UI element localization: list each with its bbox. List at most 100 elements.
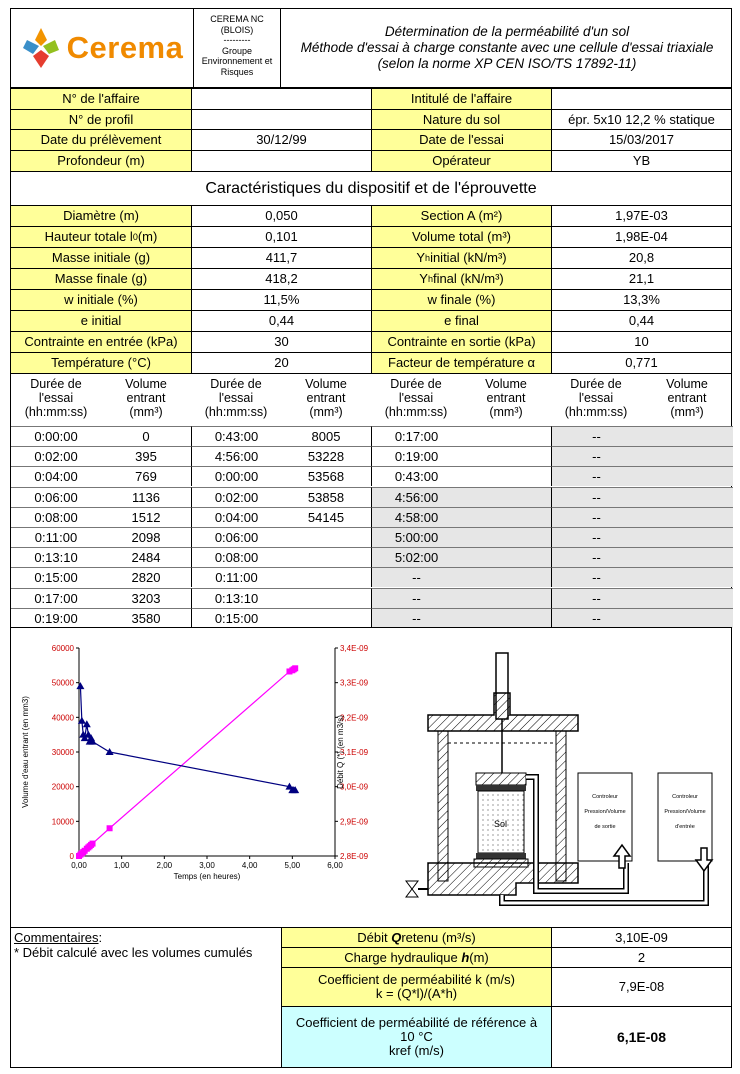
base [427,862,579,896]
table-cell [281,607,371,628]
coef-value: 7,9E-08 [551,967,732,1007]
table-cell [461,607,551,628]
ctrl-sortie-l2: Pression/Volume [584,809,625,815]
w-finale-label: w finale (%) [371,289,552,311]
volume-value: 1,98E-04 [551,226,732,248]
title-line1: Détermination de la perméabilité d'un so… [384,24,630,39]
data-point-debit [76,682,85,690]
col-header-duree: Durée de l'essai (hh:mm:ss) [384,377,448,419]
masse-finale-value: 418,2 [191,268,372,290]
debit-value: 3,10E-09 [551,927,732,948]
table-cell: 53568 [281,466,371,486]
table-cell: 0:08:00 [11,506,101,527]
col-header-volume: Volume entrant (mm³) [666,377,708,419]
temperature-label: Température (°C) [10,352,192,374]
y2-tick-label: 3,3E-09 [340,679,369,688]
ctrl-sortie-l1: Controleur [592,794,618,800]
y-tick-label: 50000 [52,679,75,688]
table-cell: 2820 [101,567,191,587]
date-essai-label: Date de l'essai [371,129,552,151]
intitule-value [551,88,732,110]
org-line2: (BLOIS) [220,24,254,35]
table-cell [641,587,733,608]
table-cell [281,587,371,608]
table-cell: -- [551,547,641,568]
measurement-table: Durée de l'essai (hh:mm:ss) Volume entran… [10,373,733,628]
table-cell: 0:15:00 [11,567,101,587]
x-tick-label: 0,00 [71,861,87,870]
table-cell: 4:56:00 [371,486,461,507]
y-tick-label: 20000 [52,783,75,792]
e-initial-value: 0,44 [191,310,372,332]
table-cell: 5:00:00 [371,527,461,547]
x-tick-label: 2,00 [157,861,173,870]
date-essai-value: 15/03/2017 [551,129,732,151]
diametre-value: 0,050 [191,205,372,227]
y2-tick-label: 3,0E-09 [340,783,369,792]
table-cell: 0:04:00 [191,506,281,527]
y2-tick-label: 3,4E-09 [340,644,369,653]
header: Cerema CEREMA NC (BLOIS) --------- Group… [10,8,732,88]
volume-debit-chart: 0 10000 20000 30000 40000 50000 60000 2,8E-09 2,… [21,644,369,881]
table-cell [281,547,371,567]
table-cell: -- [371,587,461,608]
logo-text: Cerema [66,30,184,65]
date-prelevement-value: 30/12/99 [191,129,372,151]
hauteur-value: 0,101 [191,226,372,248]
arrow-down-icon [694,847,714,873]
table-cell [641,486,733,507]
table-cell [461,587,551,608]
debit-label: Débit Q retenu (m³/s) [281,927,552,948]
table-cell: 0:17:00 [371,426,461,446]
table-cell [641,446,733,467]
table-cell: 395 [101,446,191,466]
top-platen [475,772,527,786]
y-tick-label: 10000 [52,817,75,826]
table-cell [641,506,733,527]
col-header-volume: Volume entrant (mm³) [305,377,347,419]
soil-sample [477,790,525,854]
table-cell [641,607,733,628]
table-cell: 54145 [281,506,371,527]
table-cell: 0:04:00 [11,466,101,486]
facteur-temperature-label: Facteur de température α [371,352,552,374]
table-cell: -- [371,567,461,588]
org-line4: Environnement et [201,56,273,66]
kref-value: 6,1E-08 [551,1006,732,1068]
contrainte-sortie-label: Contrainte en sortie (kPa) [371,331,552,353]
triaxial-cell-diagram: Sol Controleur Pression/Volume de sortie… [405,652,714,906]
doc-title: Détermination de la perméabilité d'un so… [283,9,731,87]
section-label: Section A (m²) [371,205,552,227]
e-final-value: 0,44 [551,310,732,332]
table-cell: 2484 [101,547,191,567]
data-point-debit [88,737,97,745]
table-cell: 0:43:00 [371,466,461,487]
series-line-1 [79,686,296,791]
y-tick-label: 60000 [52,644,75,653]
operateur-value: YB [551,150,732,172]
table-cell: 0:08:00 [191,547,281,568]
y2-tick-label: 2,8E-09 [340,852,369,861]
num-profil-label: N° de profil [10,109,192,130]
x-axis-label: Temps (en heures) [174,872,241,881]
org-line5: Risques [220,66,254,77]
table-cell: 4:56:00 [191,446,281,467]
section-value: 1,97E-03 [551,205,732,227]
data-point-volume [89,840,96,847]
table-cell: 0:13:10 [191,587,281,608]
table-cell [461,527,551,547]
arrow-up-icon [612,843,632,869]
x-tick-label: 3,00 [199,861,215,870]
logo: Cerema [11,9,193,87]
table-cell: -- [551,466,641,487]
masse-initiale-label: Masse initiale (g) [10,247,192,269]
y2-axis-label: Débit Q (*) (en m3/s) [336,715,345,789]
table-cell: 0:02:00 [191,486,281,507]
col-header-duree: Durée de l'essai (hh:mm:ss) [564,377,628,419]
table-cell [461,547,551,568]
table-cell: -- [551,607,641,628]
data-point-debit [291,786,300,794]
table-cell: 2098 [101,527,191,547]
y-tick-label: 30000 [52,748,75,757]
